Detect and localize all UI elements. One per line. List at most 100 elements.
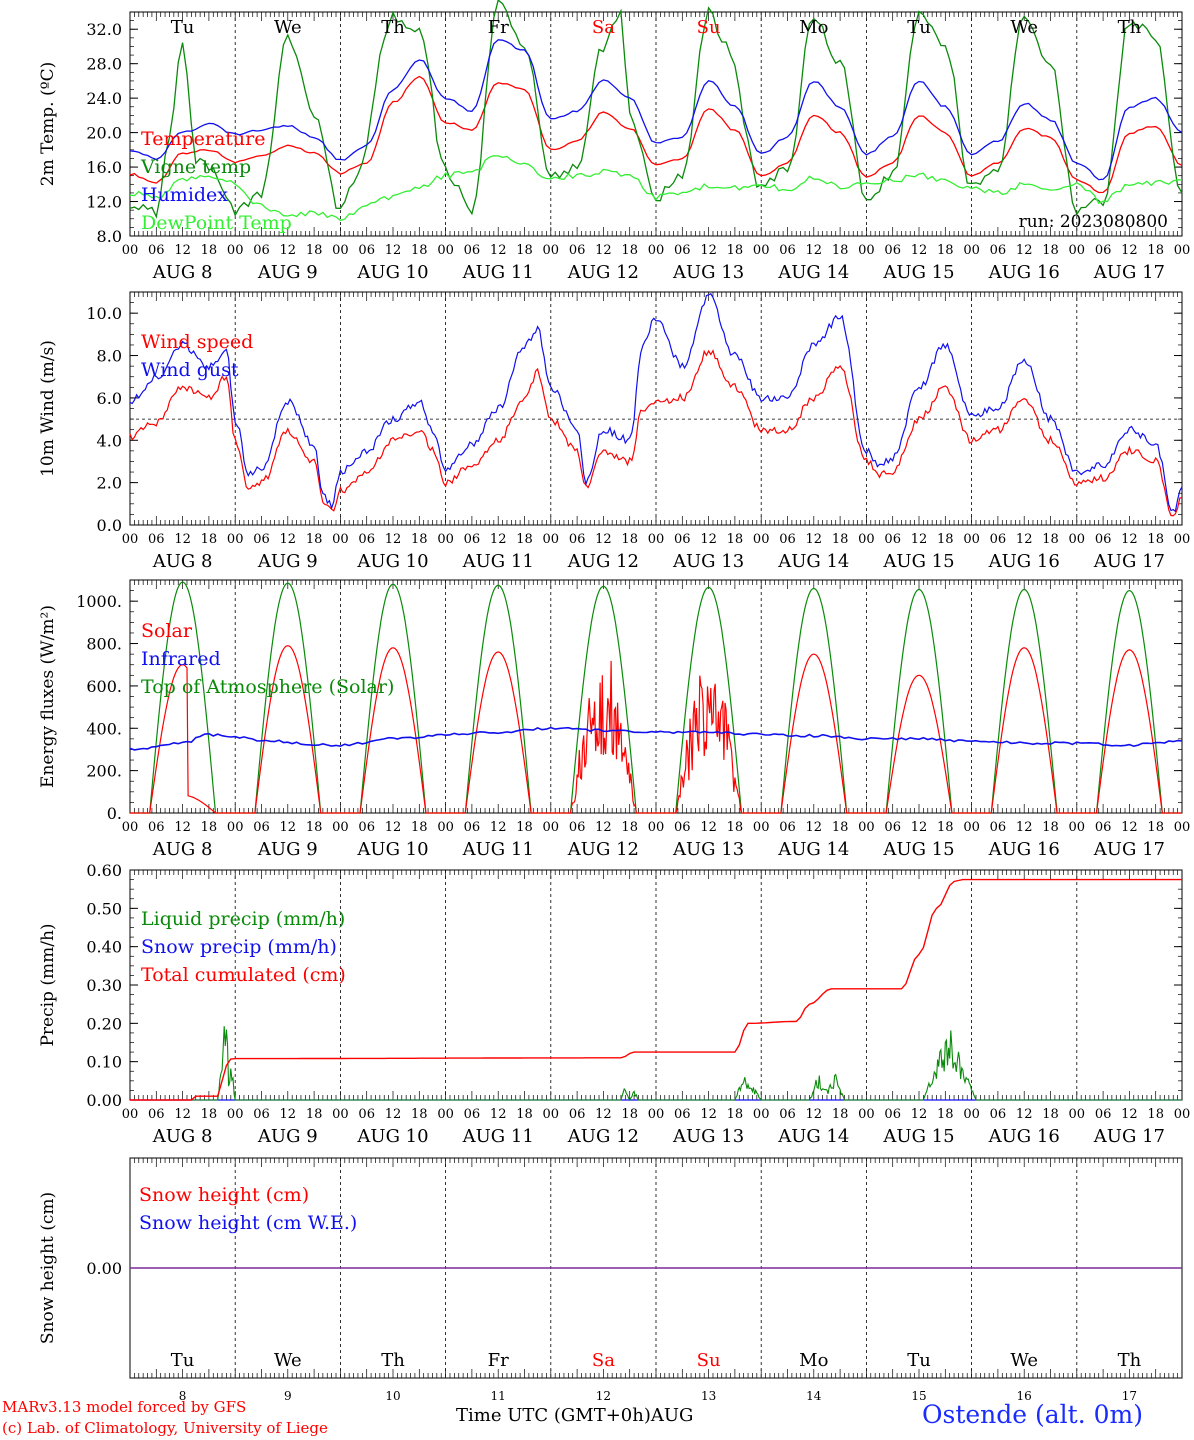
legend-entry: Solar [141, 620, 193, 642]
y-tick-label: 0.0 [97, 516, 122, 535]
date-label: AUG 12 [567, 1126, 639, 1147]
hour-label: 12 [174, 1107, 191, 1122]
y-tick-label: 0.50 [86, 899, 122, 918]
hour-label: 12 [490, 532, 507, 547]
series-line [129, 75, 1183, 194]
hour-label: 00 [227, 820, 244, 835]
hour-label: 06 [148, 1107, 165, 1122]
day-name: Sa [592, 1350, 615, 1371]
day-name: Fr [488, 1350, 509, 1371]
hour-label: 12 [280, 243, 297, 258]
panel-precip: 0.00 0.10 0.20 0.30 0.40 0.50 0.60 Precip (mm/h… [38, 861, 1190, 1147]
hour-label: 12 [700, 1107, 717, 1122]
date-label: AUG 11 [462, 839, 534, 860]
y-tick-label: 400. [86, 719, 122, 738]
day-name: Th [381, 1350, 405, 1371]
hour-label: 18 [306, 820, 323, 835]
hour-label: 12 [280, 820, 297, 835]
hour-label: 06 [779, 820, 796, 835]
y-tick-label: 32.0 [86, 20, 122, 39]
day-number: 14 [806, 1389, 822, 1403]
hour-label: 00 [437, 243, 454, 258]
hour-label: 06 [674, 820, 691, 835]
day-number: 13 [701, 1389, 716, 1403]
date-label: AUG 8 [152, 839, 213, 860]
hour-label: 06 [358, 532, 375, 547]
hour-label: 12 [1016, 820, 1033, 835]
hour-label: 12 [174, 820, 191, 835]
hour-label: 06 [148, 532, 165, 547]
date-label: AUG 17 [1093, 839, 1165, 860]
hour-label: 06 [253, 243, 270, 258]
y-tick-label: 6.0 [97, 389, 122, 408]
hour-label: 06 [674, 243, 691, 258]
hour-label: 18 [306, 532, 323, 547]
date-label: AUG 16 [988, 551, 1060, 572]
hour-label: 12 [911, 1107, 928, 1122]
series-line [129, 726, 1183, 751]
hour-label: 12 [700, 820, 717, 835]
hour-label: 18 [1147, 243, 1164, 258]
hour-label: 12 [911, 820, 928, 835]
y-tick-label: 800. [86, 635, 122, 654]
hour-label: 18 [516, 1107, 533, 1122]
hour-label: 06 [358, 820, 375, 835]
date-label: AUG 16 [988, 262, 1060, 283]
hour-label: 18 [937, 820, 954, 835]
hour-label: 18 [937, 243, 954, 258]
hour-label: 06 [464, 820, 481, 835]
hour-label: 00 [437, 820, 454, 835]
date-label: AUG 14 [777, 1126, 849, 1147]
y-tick-label: 600. [86, 677, 122, 696]
hour-label: 00 [122, 532, 139, 547]
y-tick-label: 0.00 [86, 1259, 122, 1278]
hour-label: 12 [595, 1107, 612, 1122]
date-label: AUG 13 [672, 1126, 744, 1147]
day-name: We [1010, 1350, 1038, 1371]
hour-label: 18 [201, 532, 218, 547]
hour-label: 06 [990, 820, 1007, 835]
plot-frame [129, 11, 1183, 237]
hour-label: 12 [911, 243, 928, 258]
day-number: 11 [491, 1389, 506, 1403]
hour-label: 12 [595, 243, 612, 258]
series-line [130, 878, 1182, 1101]
hour-label: 06 [1095, 1107, 1112, 1122]
hour-label: 12 [280, 1107, 297, 1122]
legend-entry: Temperature [141, 128, 265, 150]
hour-label: 00 [963, 243, 980, 258]
date-label: AUG 8 [152, 262, 213, 283]
hour-label: 18 [727, 1107, 744, 1122]
panel-snow: 0.00 Snow height (cm) Snow height (cm) Snow… [38, 1157, 1183, 1403]
hour-label: 06 [884, 820, 901, 835]
hour-label: 00 [332, 243, 349, 258]
y-axis-title: 10m Wind (m/s) [38, 340, 58, 477]
hour-label: 00 [1174, 243, 1191, 258]
hour-label: 18 [832, 1107, 849, 1122]
hour-label: 12 [806, 1107, 823, 1122]
day-number: 17 [1122, 1389, 1137, 1403]
legend-entry: Wind gust [141, 359, 239, 381]
model-credit: MARv3.13 model forced by GFS [2, 1398, 247, 1416]
day-name: Th [1118, 17, 1142, 38]
y-tick-label: 0.60 [86, 861, 122, 880]
hour-label: 06 [884, 1107, 901, 1122]
day-name: Th [1118, 1350, 1142, 1371]
hour-label: 06 [1095, 532, 1112, 547]
day-name: We [274, 17, 302, 38]
legend-entry: Liquid precip (mm/h) [141, 908, 345, 930]
hour-label: 06 [464, 1107, 481, 1122]
hour-label: 18 [516, 820, 533, 835]
hour-label: 06 [148, 820, 165, 835]
hour-label: 06 [779, 1107, 796, 1122]
hour-label: 06 [990, 243, 1007, 258]
run-label: run: 2023080800 [1019, 212, 1168, 232]
hour-label: 12 [174, 243, 191, 258]
hour-label: 18 [516, 532, 533, 547]
y-tick-label: 24.0 [86, 89, 122, 108]
hour-label: 12 [385, 1107, 402, 1122]
hour-label: 12 [490, 243, 507, 258]
hour-label: 00 [963, 1107, 980, 1122]
date-label: AUG 10 [356, 551, 428, 572]
